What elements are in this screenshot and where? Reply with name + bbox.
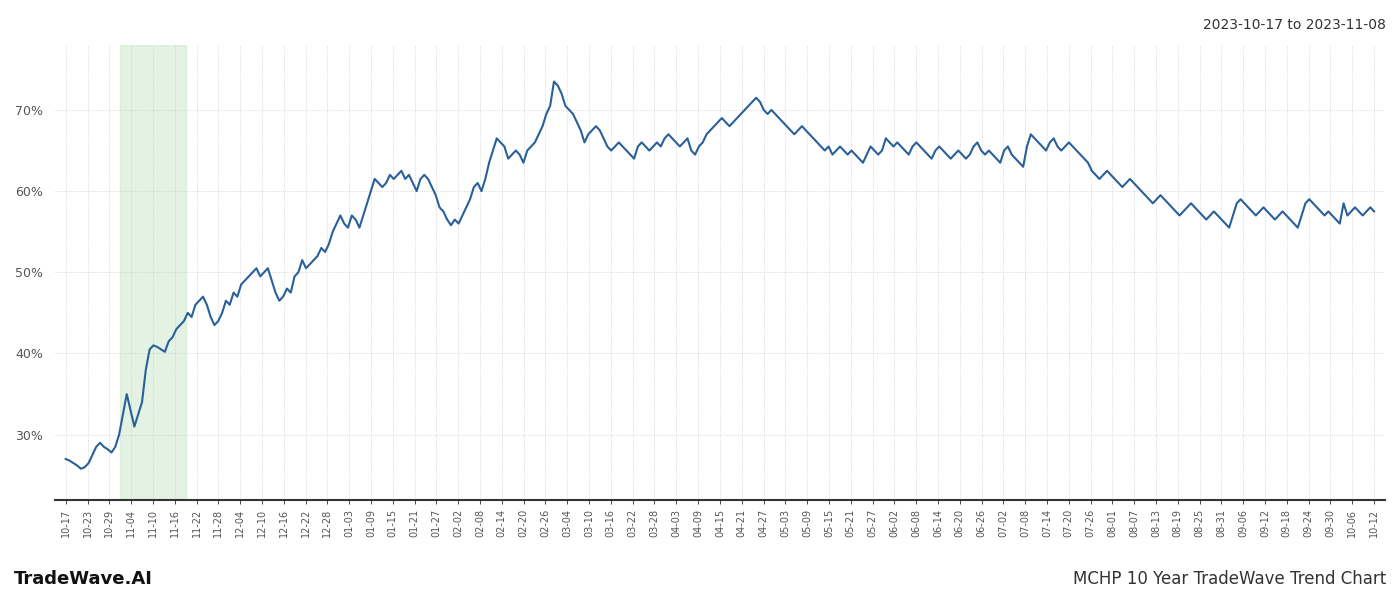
Text: TradeWave.AI: TradeWave.AI	[14, 570, 153, 588]
Text: MCHP 10 Year TradeWave Trend Chart: MCHP 10 Year TradeWave Trend Chart	[1072, 570, 1386, 588]
Text: 2023-10-17 to 2023-11-08: 2023-10-17 to 2023-11-08	[1203, 18, 1386, 32]
Bar	[120, 45, 186, 500]
